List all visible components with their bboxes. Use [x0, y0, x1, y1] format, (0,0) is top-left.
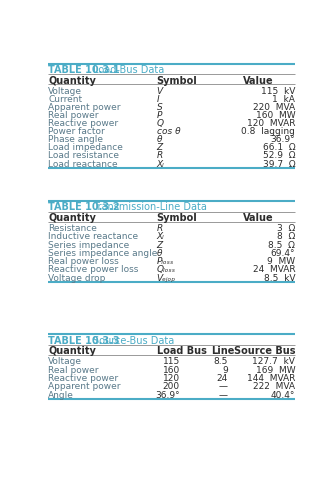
Text: S: S	[156, 103, 162, 112]
Text: 160: 160	[162, 365, 180, 375]
Text: Symbol: Symbol	[156, 213, 197, 223]
Text: 160  MW: 160 MW	[256, 111, 295, 120]
Text: Quantity: Quantity	[48, 76, 96, 86]
Text: 115  kV: 115 kV	[261, 87, 295, 96]
Text: 24: 24	[217, 374, 228, 383]
Text: Value: Value	[243, 76, 274, 86]
Text: Xₗ: Xₗ	[156, 232, 164, 241]
Text: 144  MVAR: 144 MVAR	[247, 374, 295, 383]
Text: Load resistance: Load resistance	[48, 152, 119, 160]
Text: Load reactance: Load reactance	[48, 159, 118, 169]
Text: Current: Current	[48, 95, 82, 104]
Text: Apparent power: Apparent power	[48, 382, 121, 392]
Text: 40.4°: 40.4°	[271, 391, 295, 400]
Text: Apparent power: Apparent power	[48, 103, 121, 112]
Text: 220  MVA: 220 MVA	[253, 103, 295, 112]
Text: 8.5  Ω: 8.5 Ω	[268, 241, 295, 249]
Text: P: P	[156, 111, 162, 120]
Text: cos θ: cos θ	[156, 127, 180, 136]
Text: Reactive power: Reactive power	[48, 119, 118, 128]
Text: Xₗ: Xₗ	[156, 159, 164, 169]
Text: Pₗₒₛₛ: Pₗₒₛₛ	[156, 257, 174, 266]
Text: 8.5: 8.5	[213, 357, 228, 366]
Text: 120: 120	[163, 374, 180, 383]
Text: Load impedance: Load impedance	[48, 143, 123, 153]
Text: 24  MVAR: 24 MVAR	[253, 265, 295, 275]
Text: Series impedance: Series impedance	[48, 241, 129, 249]
Text: 8.5  kV: 8.5 kV	[264, 274, 295, 283]
Text: V: V	[156, 87, 163, 96]
Text: Real power: Real power	[48, 111, 98, 120]
Text: R: R	[156, 224, 163, 233]
Text: R: R	[156, 152, 163, 160]
Text: Reactive power loss: Reactive power loss	[48, 265, 138, 275]
Text: Power factor: Power factor	[48, 127, 105, 136]
Text: 200: 200	[163, 382, 180, 392]
Text: Value: Value	[243, 213, 274, 223]
Text: Transmission-Line Data: Transmission-Line Data	[93, 202, 207, 212]
Text: 0.8  lagging: 0.8 lagging	[242, 127, 295, 136]
Text: I: I	[156, 95, 159, 104]
Text: Quantity: Quantity	[48, 347, 96, 356]
Text: 115: 115	[162, 357, 180, 366]
Text: 66.1  Ω: 66.1 Ω	[263, 143, 295, 153]
Text: Z: Z	[156, 143, 163, 153]
Text: 36.9°: 36.9°	[271, 135, 295, 144]
Text: 120  MVAR: 120 MVAR	[247, 119, 295, 128]
Text: Inductive reactance: Inductive reactance	[48, 232, 138, 241]
Text: Source Bus: Source Bus	[234, 347, 295, 356]
Text: 169  MW: 169 MW	[256, 365, 295, 375]
Text: 222  MVA: 222 MVA	[253, 382, 295, 392]
Text: Resistance: Resistance	[48, 224, 97, 233]
Text: Phase angle: Phase angle	[48, 135, 103, 144]
Text: Load Bus: Load Bus	[156, 347, 206, 356]
Text: TABLE 10.3.3: TABLE 10.3.3	[48, 335, 120, 346]
Text: θ: θ	[156, 135, 162, 144]
Text: Voltage: Voltage	[48, 87, 82, 96]
Text: Line: Line	[211, 347, 234, 356]
Text: 8  Ω: 8 Ω	[277, 232, 295, 241]
Text: Vₑⱼₒₚ: Vₑⱼₒₚ	[156, 274, 176, 283]
Text: Voltage: Voltage	[48, 357, 82, 366]
Text: 52.9  Ω: 52.9 Ω	[263, 152, 295, 160]
Text: 127.7  kV: 127.7 kV	[253, 357, 295, 366]
Text: Voltage drop: Voltage drop	[48, 274, 106, 283]
Text: Q: Q	[156, 119, 164, 128]
Text: Reactive power: Reactive power	[48, 374, 118, 383]
Text: Real power loss: Real power loss	[48, 257, 119, 266]
Text: 1  kA: 1 kA	[272, 95, 295, 104]
Text: —: —	[219, 382, 228, 392]
Text: Load-Bus Data: Load-Bus Data	[93, 65, 164, 75]
Text: 36.9°: 36.9°	[155, 391, 180, 400]
Text: 69.4°: 69.4°	[271, 249, 295, 258]
Text: 3  Ω: 3 Ω	[277, 224, 295, 233]
Text: θ: θ	[156, 249, 162, 258]
Text: 39.7  Ω: 39.7 Ω	[263, 159, 295, 169]
Text: Qₗₒₛₛ: Qₗₒₛₛ	[156, 265, 176, 275]
Text: Source-Bus Data: Source-Bus Data	[93, 335, 174, 346]
Text: TABLE 10.3.2: TABLE 10.3.2	[48, 202, 120, 212]
Text: TABLE 10.3.1: TABLE 10.3.1	[48, 65, 120, 75]
Text: Symbol: Symbol	[156, 76, 197, 86]
Text: —: —	[219, 391, 228, 400]
Text: Series impedance angle: Series impedance angle	[48, 249, 157, 258]
Text: Real power: Real power	[48, 365, 98, 375]
Text: Quantity: Quantity	[48, 213, 96, 223]
Text: Z: Z	[156, 241, 163, 249]
Text: 9  MW: 9 MW	[267, 257, 295, 266]
Text: Angle: Angle	[48, 391, 74, 400]
Text: 9: 9	[222, 365, 228, 375]
